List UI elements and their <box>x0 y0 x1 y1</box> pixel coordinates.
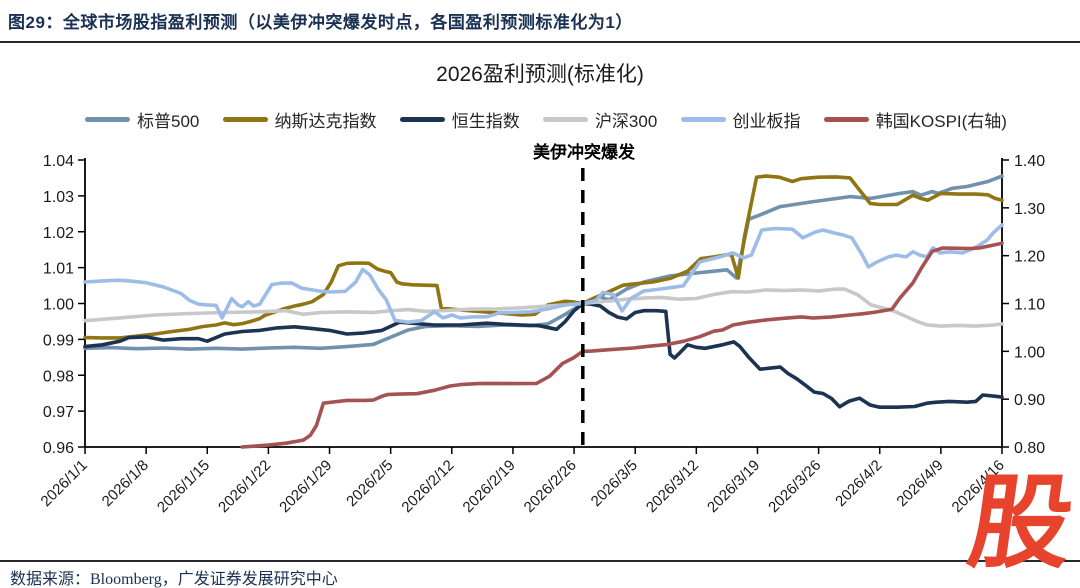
legend-label: 沪深300 <box>594 112 658 131</box>
x-axis-tick-label: 2026/3/26 <box>765 457 824 516</box>
x-axis-tick-label: 2026/1/15 <box>154 457 213 516</box>
legend-item: 韩国KOSPI(右轴) <box>823 107 1007 132</box>
legend-swatch <box>680 117 726 122</box>
x-axis-tick-label: 2026/1/8 <box>99 457 152 510</box>
legend-swatch <box>85 117 130 122</box>
right-axis-tick-label: 0.80 <box>1014 440 1045 457</box>
footer-divider <box>0 560 1080 562</box>
figure-caption: 图29：全球市场股指盈利预测（以美伊冲突爆发时点，各国盈利预测标准化为1） <box>8 13 633 32</box>
x-axis-tick-label: 2026/2/26 <box>521 457 580 516</box>
legend-swatch <box>399 117 445 122</box>
right-axis-tick-label: 1.20 <box>1014 249 1045 266</box>
left-axis-tick-label: 1.04 <box>43 153 74 170</box>
x-axis-tick-label: 2026/2/5 <box>343 457 396 510</box>
legend-label: 韩国KOSPI(右轴) <box>875 112 1007 131</box>
x-axis-tick-label: 2026/2/12 <box>398 457 457 516</box>
legend-item: 创业板指 <box>680 107 801 132</box>
x-axis-tick-label: 2026/3/5 <box>588 457 641 510</box>
header-divider <box>0 41 1080 43</box>
right-axis-tick-label: 0.90 <box>1014 392 1045 409</box>
series-line-标普500 <box>83 174 1004 351</box>
legend-item: 标普500 <box>85 107 199 132</box>
legend-item: 恒生指数 <box>399 107 520 132</box>
chart-legend: 标普500 纳斯达克指数 恒生指数 沪深300 创业板指 韩国KOSPI(右轴) <box>85 107 1007 132</box>
legend-item: 纳斯达克指数 <box>222 107 377 132</box>
right-axis-tick-label: 1.40 <box>1014 153 1045 170</box>
left-axis-tick-label: 1.00 <box>43 297 74 314</box>
event-annotation-label: 美伊冲突爆发 <box>533 143 635 162</box>
x-axis-tick-label: 2026/4/9 <box>893 457 946 510</box>
x-axis-tick-label: 2026/1/1 <box>38 457 91 510</box>
right-axis-tick-label: 1.00 <box>1014 344 1045 361</box>
left-axis-tick-label: 0.98 <box>43 368 74 385</box>
legend-swatch <box>823 117 869 122</box>
chart-title: 2026盈利预测(标准化) <box>436 63 644 86</box>
right-axis-tick-label: 1.30 <box>1014 201 1045 218</box>
legend-swatch <box>222 117 268 122</box>
legend-swatch <box>542 117 588 122</box>
x-axis-tick-label: 2026/2/19 <box>460 457 519 516</box>
x-axis-tick-label: 2026/3/12 <box>643 457 702 516</box>
brand-logo: 股 <box>962 466 1080 580</box>
right-axis-tick-label: 1.10 <box>1014 297 1045 314</box>
legend-label: 纳斯达克指数 <box>274 112 377 131</box>
x-axis-tick-label: 2026/1/22 <box>215 457 274 516</box>
legend-label: 创业板指 <box>732 112 801 131</box>
x-axis-tick-label: 2026/3/19 <box>704 457 763 516</box>
x-axis-tick-label: 2026/1/29 <box>276 457 335 516</box>
left-axis-tick-label: 0.99 <box>43 332 74 349</box>
legend-label: 标普500 <box>137 112 200 131</box>
x-axis-tick-label: 2026/4/2 <box>832 457 885 510</box>
data-source-note: 数据来源：Bloomberg，广发证券发展研究中心 <box>10 571 338 588</box>
left-axis-tick-label: 0.96 <box>43 440 74 457</box>
series-line-创业板指 <box>83 223 1004 325</box>
legend-label: 恒生指数 <box>451 112 520 131</box>
left-axis-tick-label: 1.02 <box>43 225 74 242</box>
left-axis-tick-label: 0.97 <box>43 404 74 421</box>
series-line-韩国KOSPI(右轴) <box>240 241 1004 449</box>
left-axis-tick-label: 1.01 <box>43 261 74 278</box>
series-line-恒生指数 <box>83 301 1004 410</box>
legend-item: 沪深300 <box>542 107 658 132</box>
series-line-沪深300 <box>83 287 1004 328</box>
left-axis-tick-label: 1.03 <box>43 189 74 206</box>
